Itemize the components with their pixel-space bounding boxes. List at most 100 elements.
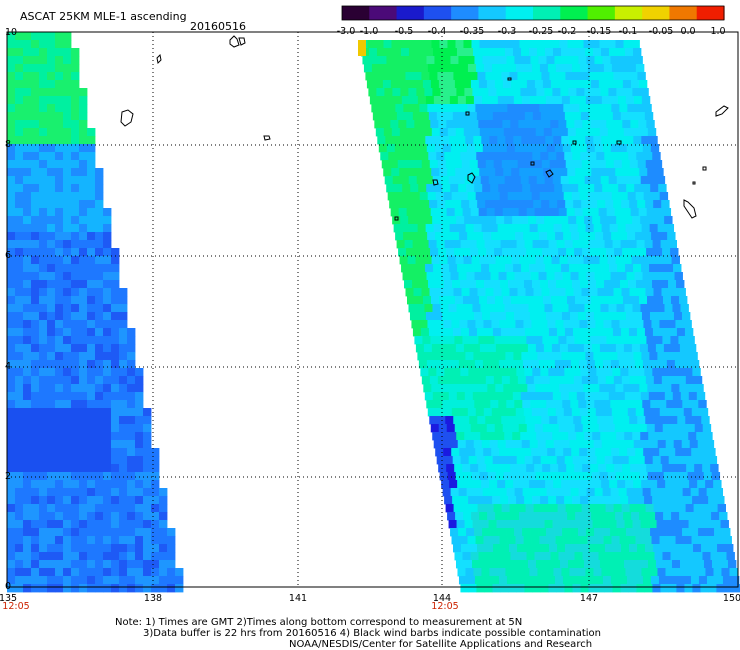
swath-cell: [15, 528, 24, 537]
swath-cell: [577, 568, 586, 577]
swath-cell: [31, 344, 40, 353]
swath-cell: [672, 304, 681, 313]
swath-cell: [63, 368, 72, 377]
swath-cell: [417, 224, 427, 233]
swath-cell: [679, 560, 689, 569]
swath-cell: [619, 232, 628, 241]
swath-cell: [103, 488, 112, 497]
swath-cell: [414, 248, 423, 257]
swath-cell: [541, 160, 551, 169]
swath-cell: [95, 472, 104, 481]
swath-cell: [545, 224, 555, 233]
swath-cell: [478, 552, 487, 561]
swath-cell: [515, 104, 524, 113]
swath-cell: [703, 560, 713, 569]
swath-cell: [473, 96, 483, 105]
swath-cell: [15, 168, 24, 177]
swath-cell: [646, 208, 656, 217]
swath-cell: [455, 168, 464, 177]
swath-cell: [15, 392, 24, 401]
swath-cell: [39, 392, 48, 401]
longitude-tick-label: 147: [580, 593, 598, 604]
swath-cell: [477, 72, 486, 81]
swath-cell: [95, 232, 104, 241]
swath-cell: [631, 168, 640, 177]
swath-cell: [546, 56, 555, 65]
swath-cell: [550, 424, 560, 433]
swath-cell: [642, 576, 652, 585]
swath-cell: [471, 472, 481, 481]
swath-cell: [111, 312, 120, 321]
swath-cell: [655, 344, 665, 353]
swath-cell: [631, 512, 640, 521]
swath-cell: [71, 416, 80, 425]
swath-cell: [598, 424, 608, 433]
swath-cell: [631, 40, 640, 49]
swath-cell: [713, 480, 722, 489]
swath-cell: [656, 392, 666, 401]
swath-cell: [63, 560, 72, 569]
swath-cell: [629, 544, 638, 553]
swath-cell: [427, 232, 436, 241]
swath-cell: [669, 376, 679, 385]
swath-cell: [514, 144, 524, 153]
swath-cell: [23, 336, 32, 345]
swath-cell: [657, 480, 666, 489]
swath-cell: [71, 504, 80, 513]
swath-cell: [581, 200, 590, 209]
swath-cell: [481, 352, 490, 361]
swath-cell: [55, 400, 64, 409]
swath-cell: [564, 152, 573, 161]
swath-cell: [538, 528, 547, 537]
swath-cell: [596, 152, 605, 161]
swath-cell: [55, 40, 64, 49]
swath-cell: [575, 472, 585, 481]
swath-cell: [645, 376, 655, 385]
swath-cell: [499, 536, 508, 545]
swath-cell: [512, 520, 521, 529]
swath-cell: [15, 56, 24, 65]
swath-cell: [476, 456, 486, 465]
swath-cell: [646, 248, 655, 257]
swath-cell: [31, 440, 40, 449]
swath-cell: [492, 280, 501, 289]
swath-cell: [464, 392, 474, 401]
swath-cell: [555, 104, 564, 113]
swath-cell: [479, 40, 488, 49]
swath-cell: [63, 536, 72, 545]
swath-cell: [119, 576, 128, 585]
swath-cell: [670, 248, 679, 257]
swath-cell: [529, 440, 539, 449]
swath-cell: [55, 72, 64, 81]
swath-cell: [15, 184, 24, 193]
swath-cell: [393, 136, 402, 145]
swath-cell: [87, 536, 96, 545]
swath-cell: [473, 312, 483, 321]
swath-cell: [556, 368, 565, 377]
swath-cell: [55, 504, 64, 513]
swath-cell: [681, 568, 690, 577]
swath-cell: [406, 296, 416, 305]
swath-cell: [566, 120, 575, 129]
swath-cell: [71, 352, 80, 361]
swath-cell: [553, 568, 562, 577]
swath-cell: [47, 336, 56, 345]
swath-cell: [716, 496, 725, 505]
latitude-tick-label: 8: [5, 139, 11, 150]
swath-cell: [47, 144, 56, 153]
swath-cell: [594, 400, 603, 409]
swath-cell: [418, 272, 427, 281]
swath-cell: [586, 272, 595, 281]
swath-cell: [442, 56, 451, 65]
swath-cell: [424, 88, 433, 97]
swath-cell: [424, 48, 434, 57]
swath-cell: [440, 48, 450, 57]
swath-cell: [599, 40, 608, 49]
swath-cell: [400, 88, 409, 97]
swath-cell: [517, 72, 526, 81]
swath-cell: [47, 136, 56, 145]
swath-cell: [604, 584, 613, 593]
swath-cell: [560, 48, 570, 57]
swath-cell: [658, 360, 668, 369]
swath-cell: [71, 368, 80, 377]
